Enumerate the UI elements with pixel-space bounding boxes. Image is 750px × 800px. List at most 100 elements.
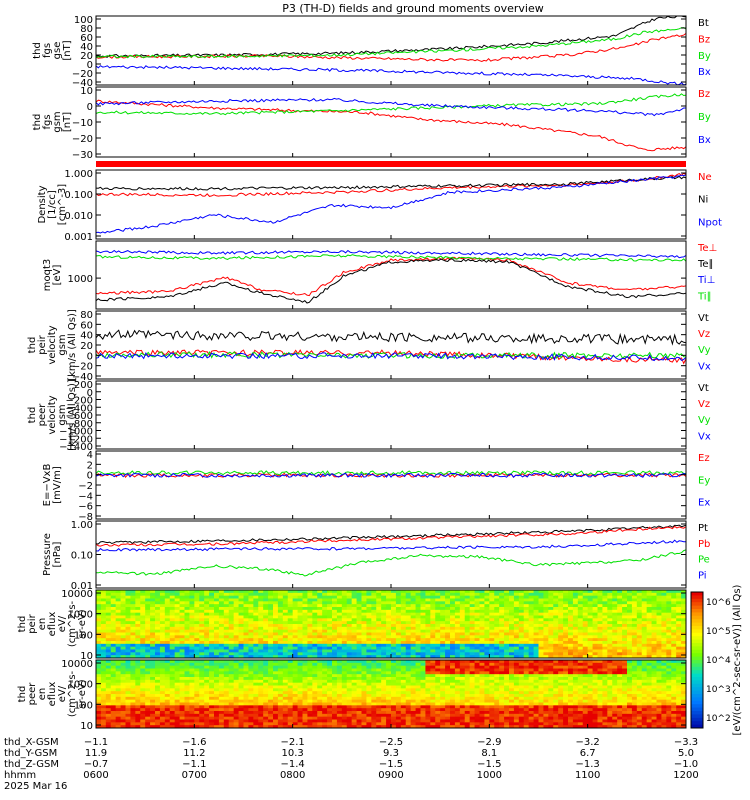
heatmap-cell [381, 679, 387, 684]
heatmap-cell [243, 665, 249, 669]
heatmap-cell [100, 696, 107, 701]
heatmap-cell [430, 716, 436, 720]
heatmap-cell [317, 696, 323, 701]
heatmap-cell [494, 641, 500, 645]
heatmap-cell [228, 674, 235, 678]
heatmap-cell [518, 626, 525, 631]
heatmap-cell [297, 674, 303, 678]
heatmap-cell [140, 641, 146, 645]
heatmap-cell [218, 615, 225, 619]
heatmap-cell [543, 590, 549, 594]
heatmap-cell [454, 646, 461, 650]
y-axis-label: velocity [47, 325, 58, 364]
heatmap-cell [622, 618, 628, 622]
heatmap-cell [164, 688, 171, 692]
heatmap-cell [612, 655, 618, 659]
series-line-Vx [95, 351, 687, 362]
heatmap-cell [297, 708, 303, 712]
heatmap-cell [189, 629, 195, 633]
heatmap-cell [209, 612, 215, 616]
heatmap-cell [194, 604, 200, 608]
heatmap-cell [164, 696, 171, 701]
heatmap-cell [169, 626, 176, 631]
heatmap-cell [297, 702, 303, 706]
heatmap-cell [361, 609, 367, 614]
heatmap-cell [646, 649, 652, 653]
heatmap-cell [336, 635, 343, 639]
heatmap-cell [96, 615, 102, 619]
heatmap-cell [641, 612, 648, 616]
heatmap-cell [361, 688, 367, 692]
heatmap-cell [322, 612, 328, 616]
y-tick-label: −20 [72, 362, 93, 373]
heatmap-cell [248, 702, 254, 706]
heatmap-cell [297, 609, 303, 614]
heatmap-cell [435, 662, 441, 667]
heatmap-cell [568, 632, 574, 636]
heatmap-cell [371, 629, 377, 633]
heatmap-cell [400, 702, 407, 706]
heatmap-cell [464, 590, 471, 594]
heatmap-cell [371, 612, 377, 616]
heatmap-cell [356, 595, 362, 599]
heatmap-cell [287, 708, 294, 712]
heatmap-cell [445, 716, 451, 720]
heatmap-cell [469, 612, 475, 616]
heatmap-cell [258, 685, 264, 689]
heatmap-cell [405, 711, 412, 715]
heatmap-cell [405, 641, 412, 645]
heatmap-cell [96, 618, 102, 622]
heatmap-cell [361, 725, 367, 729]
heatmap-cell [415, 601, 421, 605]
heatmap-cell [100, 674, 107, 678]
heatmap-cell [155, 668, 161, 672]
heatmap-cell [440, 609, 446, 614]
heatmap-cell [440, 632, 446, 636]
heatmap-cell [636, 652, 643, 656]
heatmap-cell [469, 618, 475, 622]
heatmap-cell [179, 621, 185, 625]
heatmap-cell [602, 592, 608, 597]
heatmap-cell [332, 671, 338, 675]
heatmap-cell [395, 662, 402, 667]
heatmap-cell [376, 598, 382, 602]
heatmap-cell [312, 713, 318, 718]
heatmap-cell [125, 615, 131, 619]
series-line-Bz [95, 99, 687, 152]
heatmap-cell [445, 601, 451, 605]
heatmap-cell [169, 711, 176, 715]
heatmap-cell [307, 646, 313, 650]
heatmap-cell [189, 643, 195, 648]
heatmap-cell [459, 716, 466, 720]
heatmap-cell [528, 638, 534, 642]
heatmap-cell [155, 618, 161, 622]
heatmap-cell [130, 626, 136, 631]
heatmap-cell [140, 660, 146, 664]
heatmap-cell [499, 618, 505, 622]
heatmap-cell [164, 618, 171, 622]
heatmap-cell [292, 716, 298, 720]
heatmap-cell [391, 632, 397, 636]
heatmap-cell [558, 612, 564, 616]
heatmap-cell [268, 719, 274, 723]
heatmap-cell [268, 598, 274, 602]
heatmap-cell [115, 716, 121, 720]
heatmap-cell [204, 612, 210, 616]
heatmap-cell [322, 655, 328, 659]
heatmap-cell [641, 598, 648, 602]
heatmap-cell [273, 649, 279, 653]
heatmap-cell [243, 609, 249, 614]
heatmap-cell [268, 649, 274, 653]
heatmap-cell [356, 671, 362, 675]
y-tick-label: −30 [72, 150, 93, 161]
heatmap-cell [287, 626, 294, 631]
heatmap-cell [415, 655, 421, 659]
heatmap-cell [371, 618, 377, 622]
heatmap-cell [445, 688, 451, 692]
heatmap-cell [135, 649, 141, 653]
heatmap-cell [528, 641, 534, 645]
heatmap-cell [509, 604, 515, 608]
heatmap-cell [612, 643, 618, 648]
heatmap-cell [553, 641, 559, 645]
heatmap-cell [169, 609, 176, 614]
